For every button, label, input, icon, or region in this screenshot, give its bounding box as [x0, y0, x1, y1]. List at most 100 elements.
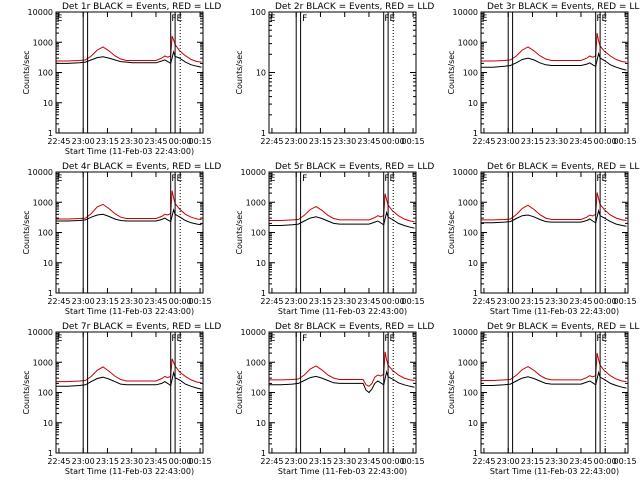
y-tick-label: 1000	[33, 198, 53, 207]
x-tick-label: 23:00	[285, 137, 308, 146]
x-tick-label: 23:15	[309, 137, 332, 146]
marker-label: E	[390, 334, 396, 344]
y-tick-label: 10000	[28, 8, 53, 17]
y-tick-label: 1	[473, 289, 478, 298]
x-tick-label: 00:00	[382, 297, 405, 306]
y-tick-label: 10000	[28, 328, 53, 337]
x-tick-label: 23:30	[545, 457, 568, 466]
x-tick-label: 00:00	[169, 137, 192, 146]
series-line-events	[56, 370, 202, 390]
y-tick-label: 1000	[246, 358, 266, 367]
x-tick-label: 00:15	[614, 457, 637, 466]
y-tick-label: 10	[468, 99, 478, 108]
y-axis-label: Counts/sec	[447, 50, 456, 94]
x-tick-label: 23:15	[309, 297, 332, 306]
y-tick-label: 1000	[458, 358, 478, 367]
y-axis-label: Counts/sec	[22, 370, 31, 414]
y-tick-label: 10000	[28, 168, 53, 177]
chart-title: Det 7r BLACK = Events, RED = LLD	[62, 322, 221, 332]
series-line-events	[481, 208, 627, 227]
x-tick-label: 23:45	[357, 137, 380, 146]
marker-label: E	[602, 174, 608, 184]
plot-frame	[55, 171, 204, 294]
y-tick-label: 100	[251, 389, 266, 398]
y-tick-label: 100	[38, 229, 53, 238]
x-tick-label: 00:00	[594, 297, 617, 306]
y-tick-label: 1000	[33, 358, 53, 367]
marker-label: E	[177, 14, 183, 24]
marker-label: F	[596, 14, 601, 24]
x-tick-label: 00:00	[382, 137, 405, 146]
series-line-lld	[56, 358, 202, 384]
series-line-events	[481, 370, 627, 389]
series-line-lld	[481, 352, 627, 383]
x-tick-label: 22:45	[47, 297, 70, 306]
y-axis-label: Counts/sec	[235, 50, 244, 94]
x-tick-label: 00:00	[169, 457, 192, 466]
x-tick-label: 00:15	[189, 457, 212, 466]
x-tick-label: 00:15	[614, 297, 637, 306]
y-axis-label: Counts/sec	[447, 370, 456, 414]
marker-label: E	[57, 174, 63, 184]
plot-frame	[480, 11, 629, 134]
x-axis-label: Start Time (11-Feb-03 22:43:00)	[278, 467, 407, 476]
x-tick-label: 23:15	[96, 137, 119, 146]
series-line-events	[269, 369, 415, 394]
x-axis-label: Start Time (11-Feb-03 22:43:00)	[490, 467, 619, 476]
x-tick-label: 23:00	[285, 457, 308, 466]
chart-title: Det 3r BLACK = Events, RED = LLD	[487, 2, 640, 12]
x-tick-label: 23:15	[309, 457, 332, 466]
series-line-lld	[56, 35, 202, 63]
y-tick-label: 100	[463, 389, 478, 398]
marker-label: E	[177, 334, 183, 344]
plot-frame	[268, 171, 417, 294]
chart-title: Det 5r BLACK = Events, RED = LLD	[275, 162, 434, 172]
x-tick-label: 23:30	[545, 137, 568, 146]
plot-frame	[268, 331, 417, 454]
x-tick-label: 00:15	[402, 297, 425, 306]
marker-label: E	[390, 174, 396, 184]
x-tick-label: 23:15	[521, 137, 544, 146]
y-tick-label: 10	[256, 419, 266, 428]
x-axis-label: Start Time (11-Feb-03 22:43:00)	[65, 467, 194, 476]
x-tick-label: 22:45	[472, 457, 495, 466]
x-tick-label: 23:45	[144, 137, 167, 146]
y-tick-label: 1000	[246, 198, 266, 207]
x-tick-label: 22:45	[472, 297, 495, 306]
marker-label: E	[270, 14, 276, 24]
y-tick-label: 10	[468, 419, 478, 428]
y-tick-label: 10000	[453, 8, 478, 17]
x-tick-label: 22:45	[47, 137, 70, 146]
x-tick-label: 23:15	[96, 297, 119, 306]
plot-frame	[480, 331, 629, 454]
x-tick-label: 23:45	[144, 457, 167, 466]
y-tick-label: 1	[48, 449, 53, 458]
series-line-lld	[56, 190, 202, 220]
marker-label: F	[302, 334, 307, 344]
x-tick-label: 23:15	[521, 297, 544, 306]
plot-frame	[55, 11, 204, 134]
marker-label: E	[482, 14, 488, 24]
marker-label: F	[171, 14, 176, 24]
y-tick-label: 1000	[458, 38, 478, 47]
marker-label: F	[302, 14, 307, 24]
plot-frame	[268, 11, 417, 134]
x-tick-label: 23:30	[333, 137, 356, 146]
x-tick-label: 23:45	[144, 297, 167, 306]
x-tick-label: 23:45	[569, 137, 592, 146]
y-tick-label: 1000	[33, 38, 53, 47]
y-axis-label: Counts/sec	[235, 370, 244, 414]
series-line-lld	[481, 192, 627, 221]
marker-label: F	[171, 174, 176, 184]
series-line-lld	[269, 193, 415, 223]
x-tick-label: 00:00	[169, 297, 192, 306]
y-tick-label: 10000	[241, 168, 266, 177]
marker-label: E	[57, 334, 63, 344]
x-tick-label: 23:30	[333, 297, 356, 306]
y-axis-label: Counts/sec	[22, 50, 31, 94]
x-tick-label: 00:15	[189, 137, 212, 146]
